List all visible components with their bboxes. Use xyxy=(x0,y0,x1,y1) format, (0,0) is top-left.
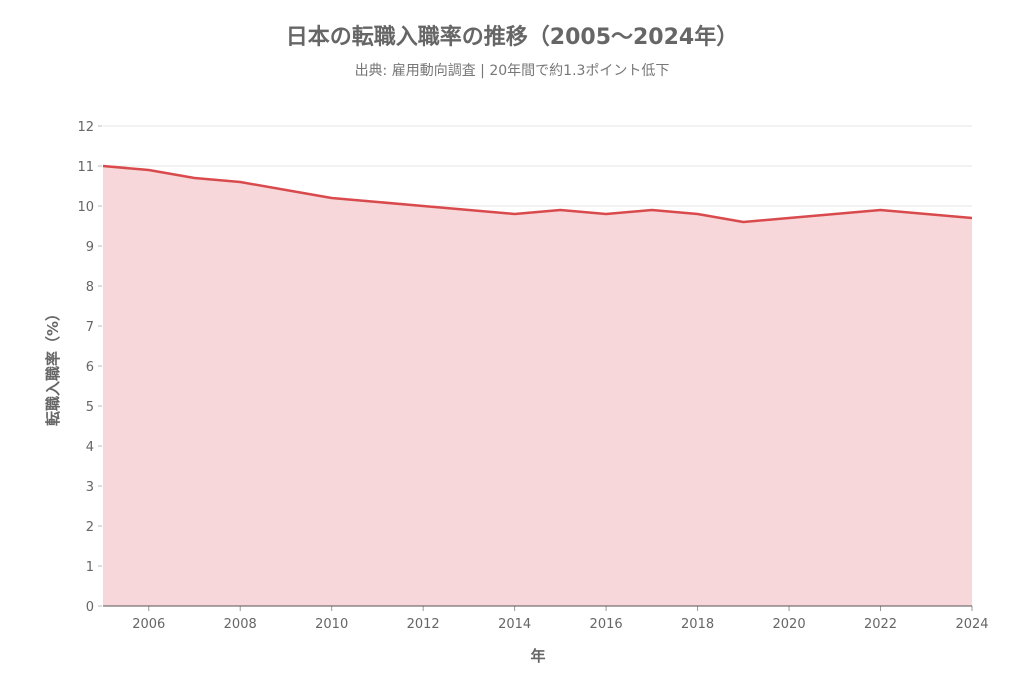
data-point xyxy=(878,207,884,213)
data-point xyxy=(420,203,426,209)
x-tick-label: 2006 xyxy=(132,617,165,632)
data-point xyxy=(146,167,152,173)
data-point xyxy=(374,199,380,205)
data-point xyxy=(695,211,701,217)
chart-title: 日本の転職入職率の推移（2005〜2024年） xyxy=(286,24,738,50)
x-tick-label: 2018 xyxy=(681,617,714,632)
y-tick-label: 7 xyxy=(86,320,94,335)
y-tick-label: 3 xyxy=(86,480,94,495)
data-point xyxy=(649,207,655,213)
data-point xyxy=(603,211,609,217)
series-line xyxy=(102,164,973,224)
y-tick-label: 10 xyxy=(77,200,94,215)
data-point xyxy=(329,195,335,201)
y-tick-label: 11 xyxy=(77,160,94,175)
y-tick-label: 9 xyxy=(86,240,94,255)
data-point xyxy=(512,211,518,217)
y-tick-label: 0 xyxy=(86,600,94,615)
data-point xyxy=(191,175,197,181)
y-tick-label: 5 xyxy=(86,400,94,415)
y-tick-label: 1 xyxy=(86,560,94,575)
chart-subtitle: 出典: 雇用動向調査 | 20年間で約1.3ポイント低下 xyxy=(355,62,670,79)
x-tick-label: 2008 xyxy=(224,617,257,632)
y-tick-label: 12 xyxy=(77,120,94,135)
data-point xyxy=(237,179,243,185)
x-tick-label: 2012 xyxy=(407,617,440,632)
data-point xyxy=(740,219,746,225)
data-point xyxy=(832,211,838,217)
y-tick-label: 4 xyxy=(86,440,94,455)
y-axis-label: 転職入職率（%） xyxy=(44,306,62,426)
y-tick-label: 8 xyxy=(86,280,94,295)
data-point xyxy=(786,215,792,221)
x-tick-label: 2014 xyxy=(498,617,531,632)
x-tick-label: 2022 xyxy=(864,617,897,632)
x-tick-label: 2010 xyxy=(315,617,348,632)
data-point xyxy=(557,207,563,213)
data-point xyxy=(969,215,975,221)
data-point xyxy=(923,211,929,217)
data-point xyxy=(283,187,289,193)
x-tick-label: 2020 xyxy=(773,617,806,632)
x-tick-label: 2024 xyxy=(955,617,988,632)
area-fill xyxy=(103,166,972,606)
y-tick-label: 6 xyxy=(86,360,94,375)
y-tick-label: 2 xyxy=(86,520,94,535)
x-axis-label: 年 xyxy=(530,647,545,665)
x-tick-labels: 2006 2008 2010 2012 2014 2016 2018 2020 2022 2024 xyxy=(132,617,988,632)
area-layer xyxy=(102,164,975,606)
data-point xyxy=(466,207,472,213)
x-tick-label: 2016 xyxy=(590,617,623,632)
axis-layer xyxy=(98,125,973,611)
